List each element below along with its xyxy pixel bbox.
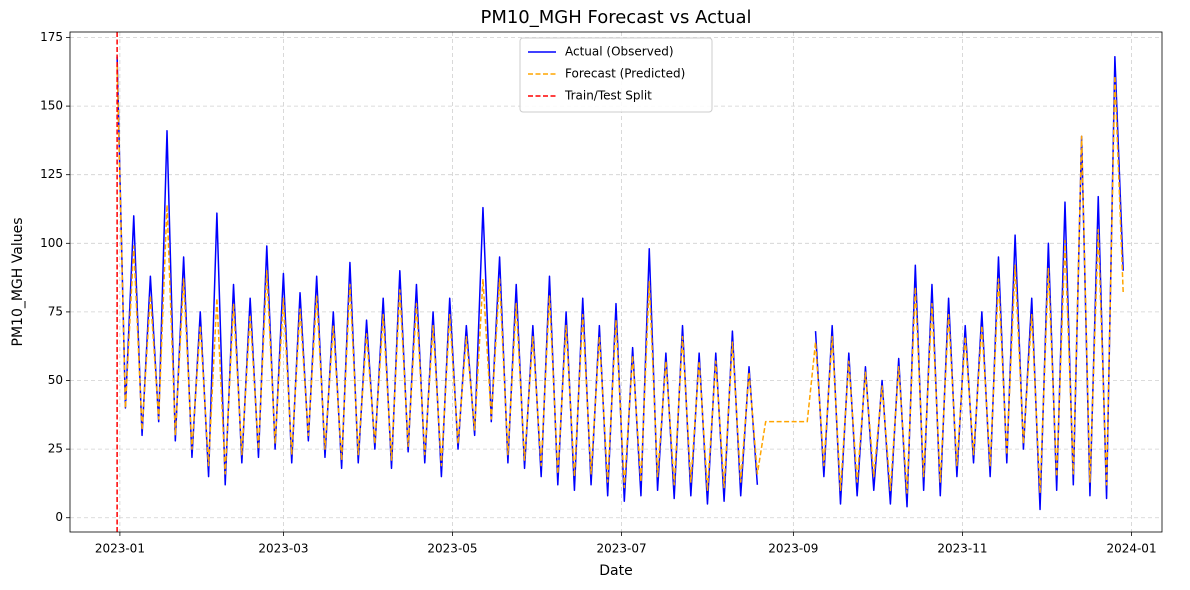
legend-label: Actual (Observed)	[565, 45, 674, 59]
y-tick-label: 125	[40, 167, 63, 181]
x-tick-label: 2023-09	[768, 542, 818, 556]
y-tick-label: 150	[40, 99, 63, 113]
y-axis-label: PM10_MGH Values	[10, 218, 26, 347]
x-tick-label: 2023-05	[427, 542, 477, 556]
x-tick-label: 2023-01	[95, 542, 145, 556]
legend-box	[519, 37, 713, 113]
y-tick-label: 75	[48, 304, 63, 318]
series-line	[116, 64, 1124, 494]
x-axis-label: Date	[599, 563, 632, 579]
legend-label: Train/Test Split	[564, 89, 652, 103]
y-tick-label: 0	[55, 510, 63, 524]
legend-label: Forecast (Predicted)	[565, 67, 685, 81]
y-tick-label: 175	[40, 30, 63, 44]
y-tick-label: 25	[48, 442, 63, 456]
axes-frame	[69, 31, 1163, 533]
chart-title: PM10_MGH Forecast vs Actual	[480, 7, 751, 28]
x-tick-label: 2023-03	[258, 542, 308, 556]
x-tick-label: 2023-11	[937, 542, 987, 556]
x-tick-label: 2024-01	[1106, 542, 1156, 556]
x-tick-label: 2023-07	[596, 542, 646, 556]
y-tick-label: 100	[40, 236, 63, 250]
y-tick-label: 50	[48, 373, 63, 387]
